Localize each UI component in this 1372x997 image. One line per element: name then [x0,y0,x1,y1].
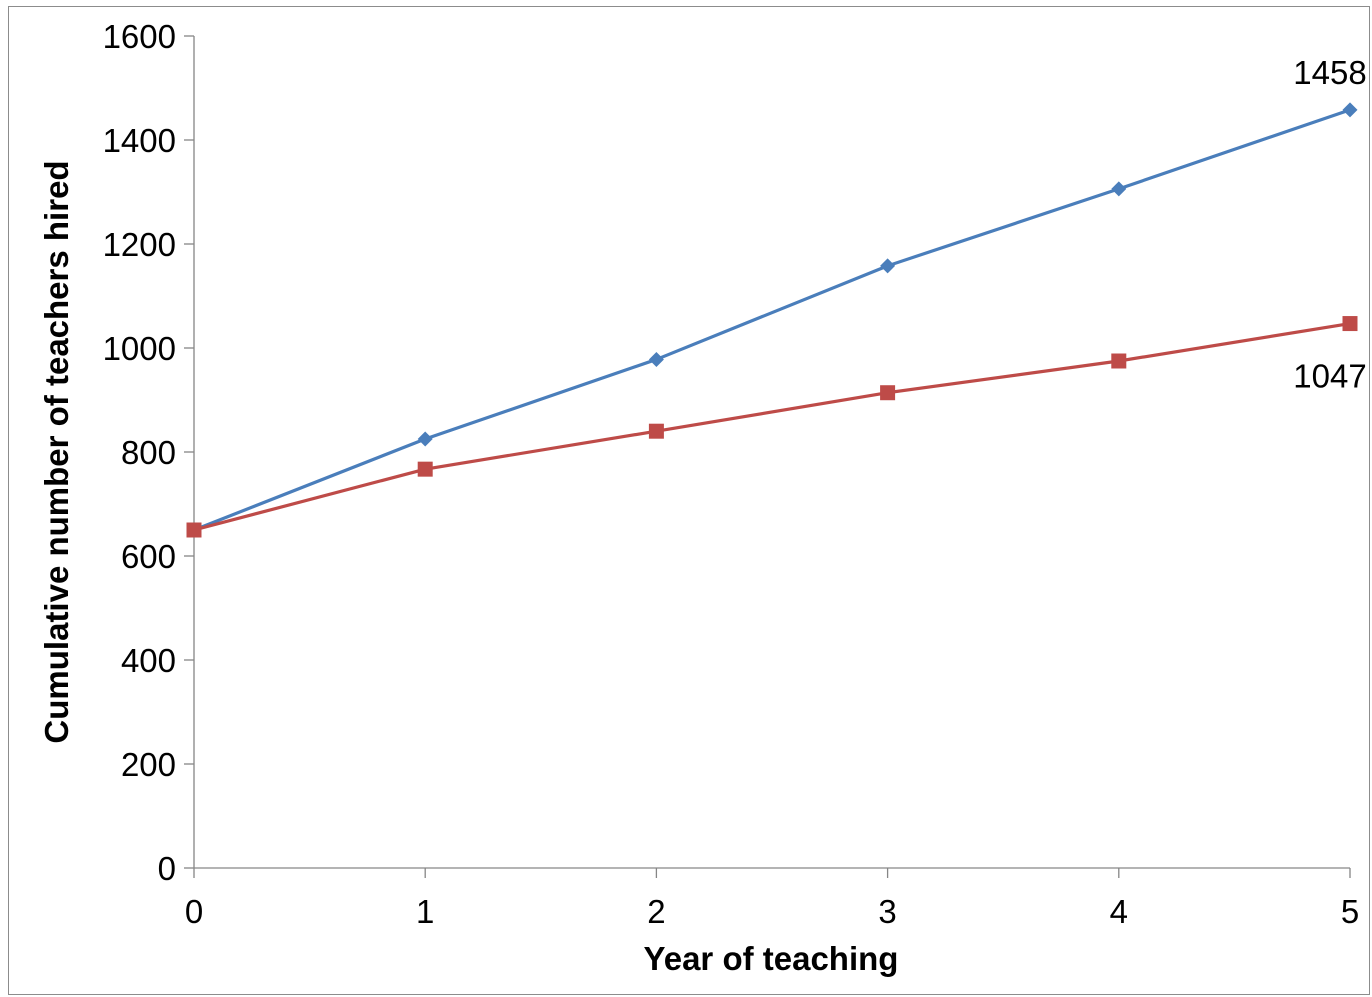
x-tick-label: 3 [878,893,896,930]
data-point-square [186,522,202,538]
x-axis-title: Year of teaching [644,940,899,977]
y-tick-label: 1000 [103,330,176,367]
y-tick-label: 1600 [103,18,176,55]
series-line-1 [193,321,1351,532]
series-layer [186,102,1358,538]
data-point-square [648,423,664,439]
y-tick-label: 0 [158,850,176,887]
y-tick-label: 400 [121,642,176,679]
data-point-diamond [417,431,433,447]
y-tick-label: 1400 [103,122,176,159]
data-point-square [880,385,896,401]
x-tick-label: 5 [1341,893,1359,930]
x-tick-label: 0 [185,893,203,930]
data-point-diamond [648,351,664,367]
series-line-0 [193,108,1351,532]
series-1 [186,316,1358,538]
data-point-diamond [880,258,896,274]
data-point-square [1342,316,1358,332]
labels-layer: 1458 1047 [1293,54,1366,395]
y-tick-label: 200 [121,746,176,783]
data-point-square [1111,353,1127,369]
chart-frame [8,6,1370,995]
series-0 [186,102,1358,538]
data-label: 1047 [1293,358,1366,395]
data-point-diamond [1342,102,1358,118]
y-axis-title: Cumulative number of teachers hired [38,160,75,743]
data-point-square [417,461,433,477]
axes: 0 200 400 600 800 1000 1200 1400 1600 0 1 2 3 4 5 [103,18,1360,930]
x-tick-label: 4 [1110,893,1128,930]
data-point-diamond [1111,181,1127,197]
y-tick-label: 600 [121,538,176,575]
data-label: 1458 [1293,54,1366,91]
x-tick-label: 2 [647,893,665,930]
x-tick-label: 1 [416,893,434,930]
y-tick-label: 800 [121,434,176,471]
y-tick-label: 1200 [103,226,176,263]
